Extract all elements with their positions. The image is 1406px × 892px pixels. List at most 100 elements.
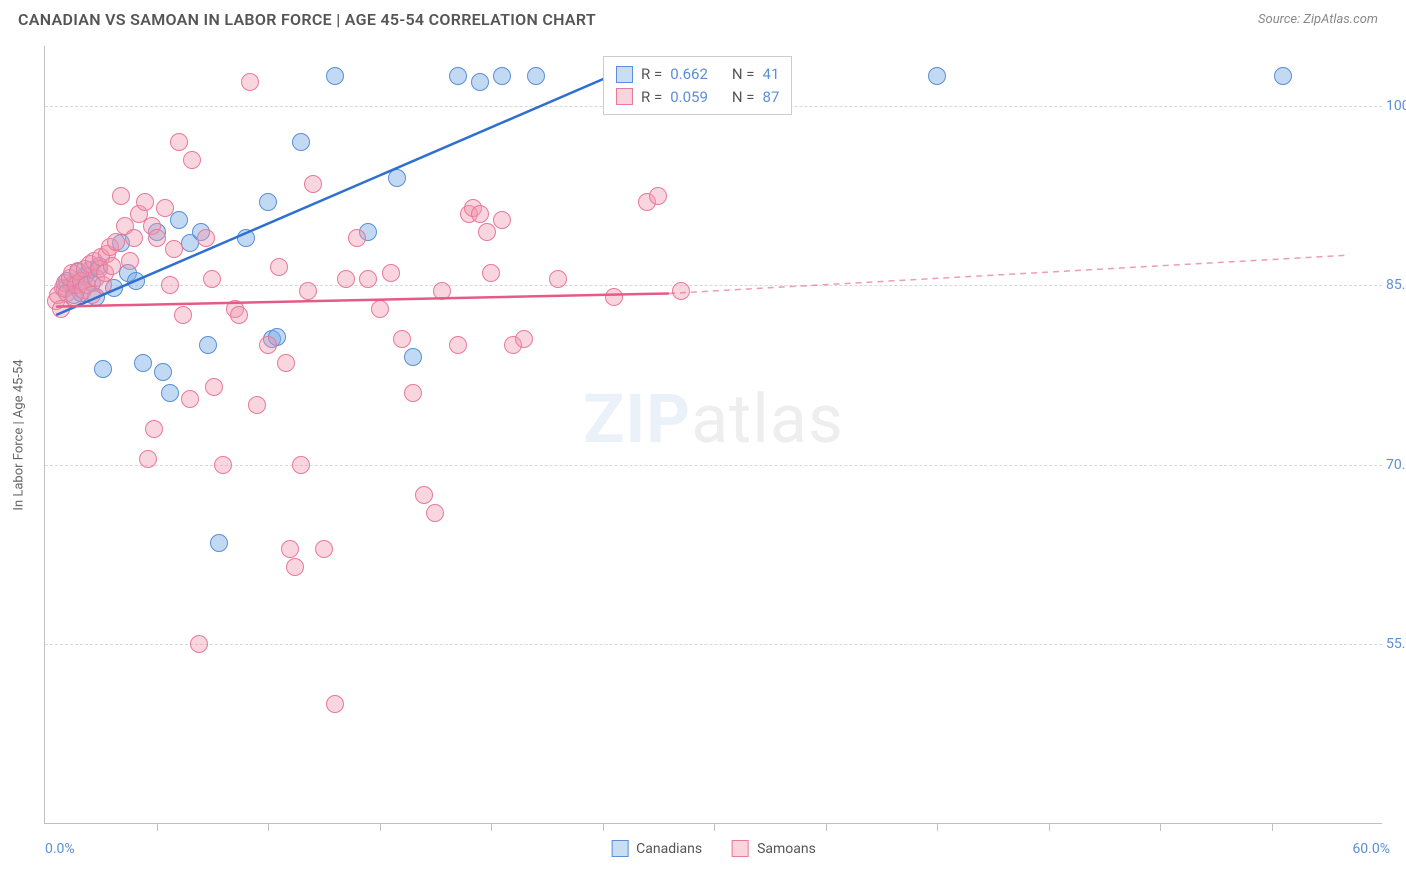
x-tick (714, 823, 715, 831)
point-samoans (203, 270, 221, 288)
point-samoans (286, 558, 304, 576)
point-samoans (326, 695, 344, 713)
chart-title: CANADIAN VS SAMOAN IN LABOR FORCE | AGE … (18, 10, 596, 29)
point-samoans (241, 73, 259, 91)
x-tick (1160, 823, 1161, 831)
r-label: R = (641, 63, 662, 86)
gridline (45, 644, 1382, 645)
point-samoans (415, 486, 433, 504)
point-samoans (515, 330, 533, 348)
stats-row-samoans: R = 0.059 N = 87 (616, 86, 779, 109)
point-samoans (482, 264, 500, 282)
point-samoans (299, 282, 317, 300)
point-samoans (181, 390, 199, 408)
point-canadians (127, 272, 145, 290)
point-samoans (292, 456, 310, 474)
x-axis-max-label: 60.0% (1352, 841, 1390, 857)
x-tick (268, 823, 269, 831)
legend-item-canadians: Canadians (611, 840, 702, 857)
swatch-samoans-icon (616, 88, 633, 105)
y-tick-label: 70.0% (1386, 457, 1406, 473)
gridline (45, 465, 1382, 466)
point-samoans (174, 306, 192, 324)
point-canadians (449, 67, 467, 85)
n-label: N = (732, 86, 755, 109)
point-samoans (672, 282, 690, 300)
point-canadians (237, 229, 255, 247)
point-canadians (388, 169, 406, 187)
point-samoans (393, 330, 411, 348)
point-canadians (527, 67, 545, 85)
chart-plot-area: In Labor Force | Age 45-54 55.0%70.0%85.… (44, 46, 1382, 824)
point-samoans (433, 282, 451, 300)
point-samoans (281, 540, 299, 558)
point-samoans (315, 540, 333, 558)
point-samoans (493, 211, 511, 229)
x-tick (1272, 823, 1273, 831)
legend-label: Canadians (636, 841, 702, 857)
y-tick-label: 55.0% (1386, 636, 1406, 652)
point-samoans (197, 229, 215, 247)
point-canadians (326, 67, 344, 85)
legend-item-samoans: Samoans (732, 840, 816, 857)
point-samoans (156, 199, 174, 217)
point-samoans (478, 223, 496, 241)
stats-legend: R = 0.662 N = 41 R = 0.059 N = 87 (603, 56, 792, 115)
point-samoans (337, 270, 355, 288)
point-canadians (170, 211, 188, 229)
x-tick (380, 823, 381, 831)
y-tick-label: 100.0% (1386, 98, 1406, 114)
point-canadians (1274, 67, 1292, 85)
point-canadians (493, 67, 511, 85)
point-canadians (928, 67, 946, 85)
point-samoans (170, 133, 188, 151)
point-samoans (382, 264, 400, 282)
point-samoans (161, 276, 179, 294)
point-samoans (404, 384, 422, 402)
point-samoans (270, 258, 288, 276)
y-axis-title: In Labor Force | Age 45-54 (12, 359, 27, 510)
point-canadians (199, 336, 217, 354)
point-canadians (94, 360, 112, 378)
x-tick (1049, 823, 1050, 831)
point-samoans (125, 229, 143, 247)
point-samoans (107, 233, 125, 251)
point-samoans (183, 151, 201, 169)
swatch-samoans-icon (732, 840, 749, 857)
point-samoans (145, 420, 163, 438)
point-samoans (549, 270, 567, 288)
r-label: R = (641, 86, 662, 109)
n-value: 87 (763, 86, 780, 109)
point-samoans (103, 257, 121, 275)
legend-label: Samoans (757, 841, 816, 857)
r-value: 0.662 (670, 63, 708, 86)
point-canadians (292, 133, 310, 151)
point-canadians (471, 73, 489, 91)
point-samoans (165, 240, 183, 258)
point-samoans (605, 288, 623, 306)
point-samoans (190, 635, 208, 653)
watermark: ZIPatlas (583, 379, 844, 459)
point-samoans (136, 193, 154, 211)
point-canadians (210, 534, 228, 552)
gridline (45, 285, 1382, 286)
point-samoans (371, 300, 389, 318)
x-tick (937, 823, 938, 831)
point-samoans (139, 450, 157, 468)
x-axis-min-label: 0.0% (45, 841, 75, 857)
point-samoans (112, 187, 130, 205)
swatch-canadians-icon (611, 840, 628, 857)
point-samoans (121, 252, 139, 270)
x-tick (826, 823, 827, 831)
point-samoans (205, 378, 223, 396)
x-tick (491, 823, 492, 831)
r-value: 0.059 (670, 86, 708, 109)
point-samoans (148, 229, 166, 247)
point-canadians (134, 354, 152, 372)
point-canadians (404, 348, 422, 366)
x-tick (157, 823, 158, 831)
n-value: 41 (763, 63, 780, 86)
point-samoans (248, 396, 266, 414)
point-samoans (259, 336, 277, 354)
trend-lines (45, 46, 1382, 823)
